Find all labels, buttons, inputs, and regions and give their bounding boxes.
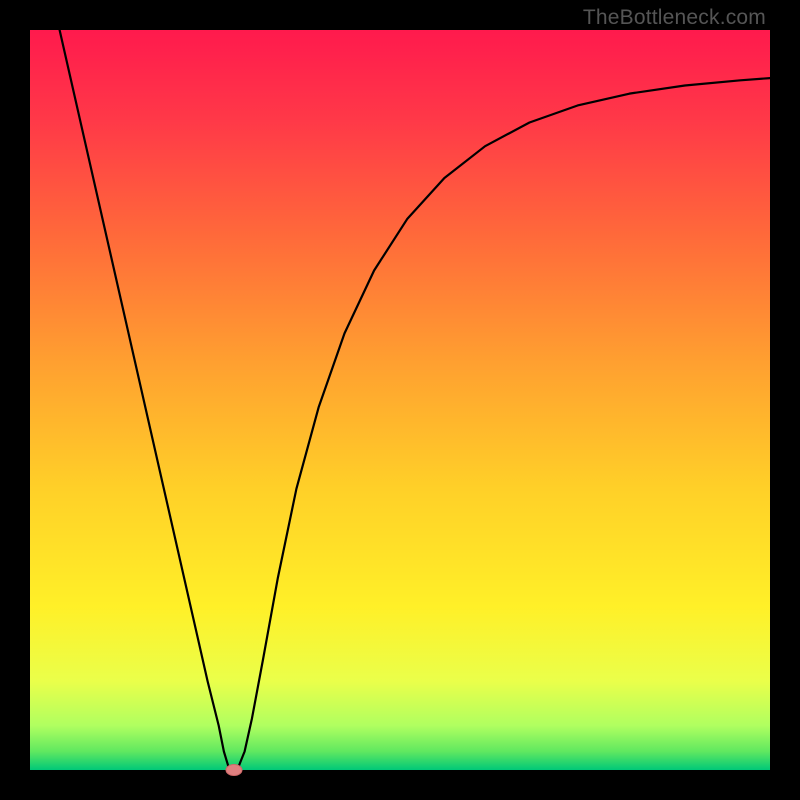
curve-layer [30, 30, 770, 770]
chart-frame: TheBottleneck.com [0, 0, 800, 800]
bottleneck-curve [60, 30, 770, 770]
plot-area [30, 30, 770, 770]
watermark-text: TheBottleneck.com [583, 6, 766, 30]
minimum-marker [225, 764, 242, 776]
